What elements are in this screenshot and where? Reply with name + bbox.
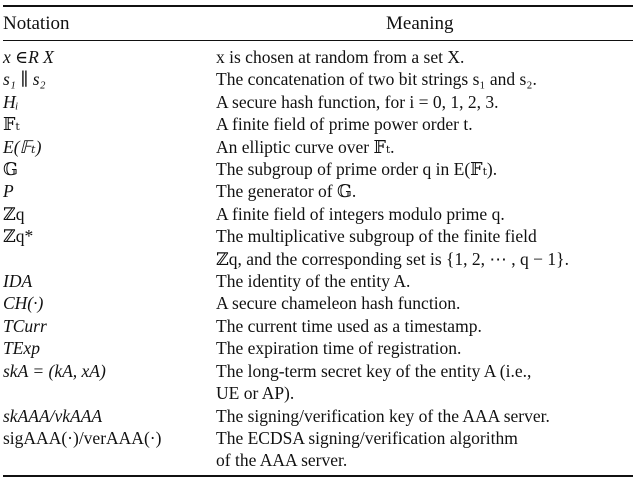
meaning-cell: The multiplicative subgroup of the finit… [216,225,626,270]
notation-cell: E(𝔽ₜ) [3,136,42,157]
table-row: sigAAA(·)/verAAA(·) The ECDSA signing/ve… [0,427,638,472]
meaning-cell: The signing/verification key of the AAA … [216,405,626,427]
notation-cell: TExp [3,338,40,359]
meaning-line: The signing/verification key of the AAA … [216,405,550,426]
meaning-cell: The identity of the entity A. [216,270,626,292]
notation-cell: IDA [3,271,33,292]
notation-cell: s₁ ∥ s₂ [3,69,46,90]
meaning-line: of the AAA server. [216,450,348,471]
meaning-cell: The generator of 𝔾. [216,180,626,202]
notation-cell: 𝔾 [3,159,18,180]
table-row: skAAA/vkAAA The signing/verification key… [0,405,638,427]
meaning-cell: A secure hash function, for i = 0, 1, 2,… [216,91,626,113]
meaning-line: The concatenation of two bit strings s₁ … [216,69,537,90]
meaning-line: UE or AP). [216,383,295,404]
meaning-line: An elliptic curve over 𝔽ₜ. [216,136,395,157]
notation-cell: Hᵢ [3,91,19,112]
meaning-line: A secure chameleon hash function. [216,293,461,314]
table-header: Notation Meaning [0,11,638,37]
notation-cell: ℤq* [3,226,34,247]
meaning-cell: A secure chameleon hash function. [216,292,626,314]
meaning-cell: The concatenation of two bit strings s₁ … [216,68,626,90]
table-row: Hᵢ A secure hash function, for i = 0, 1,… [0,91,638,113]
table-row: skA = (kA, xA) The long-term secret key … [0,360,638,405]
meaning-cell: The ECDSA signing/verification algorithm… [216,427,626,472]
table-row: TExp The expiration time of registration… [0,337,638,359]
table-row: ℤq A finite field of integers modulo pri… [0,203,638,225]
meaning-cell: A finite field of integers modulo prime … [216,203,626,225]
table-row: IDA The identity of the entity A. [0,270,638,292]
table-row: x ∈R X x is chosen at random from a set … [0,46,638,68]
header-meaning: Meaning [386,13,454,34]
table-body: x ∈R X x is chosen at random from a set … [0,46,638,472]
table-row: P The generator of 𝔾. [0,180,638,202]
meaning-line: ℤq, and the corresponding set is {1, 2, … [216,248,569,269]
meaning-cell: The subgroup of prime order q in E(𝔽ₜ). [216,158,626,180]
bottom-rule [3,475,633,477]
meaning-cell: The long-term secret key of the entity A… [216,360,626,405]
meaning-line: The subgroup of prime order q in E(𝔽ₜ). [216,159,498,180]
meaning-line: A finite field of prime power order t. [216,114,473,135]
meaning-cell: A finite field of prime power order t. [216,113,626,135]
notation-cell: skA = (kA, xA) [3,360,106,381]
meaning-line: The expiration time of registration. [216,338,462,359]
table-row: E(𝔽ₜ) An elliptic curve over 𝔽ₜ. [0,136,638,158]
header-notation: Notation [3,13,70,34]
notation-cell: skAAA/vkAAA [3,405,103,426]
meaning-line: The long-term secret key of the entity A… [216,360,532,381]
notation-cell: ℤq [3,203,25,224]
notation-cell: TCurr [3,315,47,336]
notation-cell: sigAAA(·)/verAAA(·) [3,427,162,448]
meaning-line: The ECDSA signing/verification algorithm [216,427,518,448]
meaning-line: The identity of the entity A. [216,271,411,292]
table-row: ℤq* The multiplicative subgroup of the f… [0,225,638,270]
meaning-line: x is chosen at random from a set X. [216,47,465,67]
meaning-line: A secure hash function, for i = 0, 1, 2,… [216,91,499,112]
table-row: CH(·) A secure chameleon hash function. [0,292,638,314]
table-row: 𝔽ₜ A finite field of prime power order t… [0,113,638,135]
meaning-line: The generator of 𝔾. [216,181,357,202]
meaning-cell: x is chosen at random from a set X. [216,46,626,68]
notation-cell: 𝔽ₜ [3,114,20,135]
meaning-cell: The current time used as a timestamp. [216,315,626,337]
notation-cell: P [3,181,14,202]
table-row: 𝔾 The subgroup of prime order q in E(𝔽ₜ)… [0,158,638,180]
table-row: s₁ ∥ s₂ The concatenation of two bit str… [0,68,638,90]
notation-cell: CH(·) [3,293,44,314]
header-rule [3,40,633,41]
notation-cell: x ∈R X [3,47,54,67]
meaning-cell: The expiration time of registration. [216,337,626,359]
table-row: TCurr The current time used as a timesta… [0,315,638,337]
meaning-line: The current time used as a timestamp. [216,315,482,336]
top-rule [3,5,633,7]
meaning-cell: An elliptic curve over 𝔽ₜ. [216,136,626,158]
meaning-line: The multiplicative subgroup of the finit… [216,226,537,247]
meaning-line: A finite field of integers modulo prime … [216,203,505,224]
